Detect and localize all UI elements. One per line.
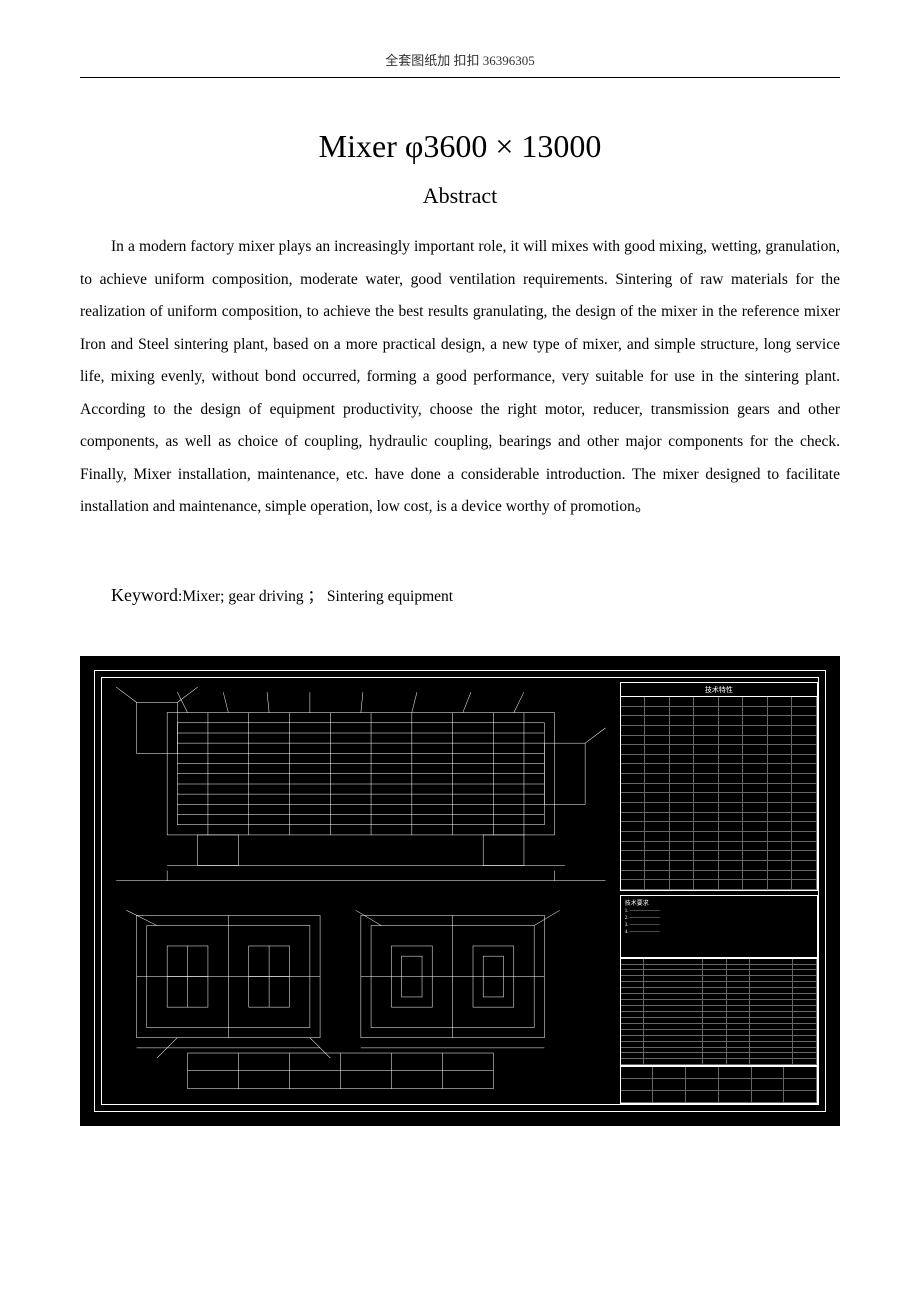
spec-table-title: 技术特性 [621, 683, 817, 697]
page-header: 全套图纸加 扣扣 36396305 [80, 50, 840, 69]
blueprint-elevation-view [106, 682, 616, 891]
technical-notes: 技术要求 1. —————— 2. —————— 3. —————— 4. ——… [620, 895, 818, 958]
blueprint-parts-list: 技术要求 1. —————— 2. —————— 3. —————— 4. ——… [620, 895, 818, 1104]
elevation-svg [106, 682, 616, 886]
title-block [620, 1066, 818, 1104]
parts-list-grid [620, 958, 818, 1067]
spec-table-grid [621, 697, 817, 890]
abstract-heading: Abstract [80, 183, 840, 209]
blueprint-outer-frame: 技术特性 [94, 670, 826, 1112]
keyword-value: :Mixer; gear driving ； Sintering equipme… [178, 588, 453, 605]
blueprint-spec-table: 技术特性 [620, 682, 818, 891]
blueprint-drawing: 技术特性 [80, 656, 840, 1126]
blueprint-frame: 技术特性 [101, 677, 819, 1105]
header-divider [80, 77, 840, 78]
document-title: Mixer φ3600 × 13000 [80, 128, 840, 165]
keyword-label: Keyword [111, 585, 178, 605]
keyword-line: Keyword:Mixer; gear driving ； Sintering … [80, 584, 840, 606]
blueprint-plan-view [106, 895, 616, 1104]
plan-svg [106, 895, 616, 1099]
abstract-text: In a modern factory mixer plays an incre… [80, 231, 840, 524]
